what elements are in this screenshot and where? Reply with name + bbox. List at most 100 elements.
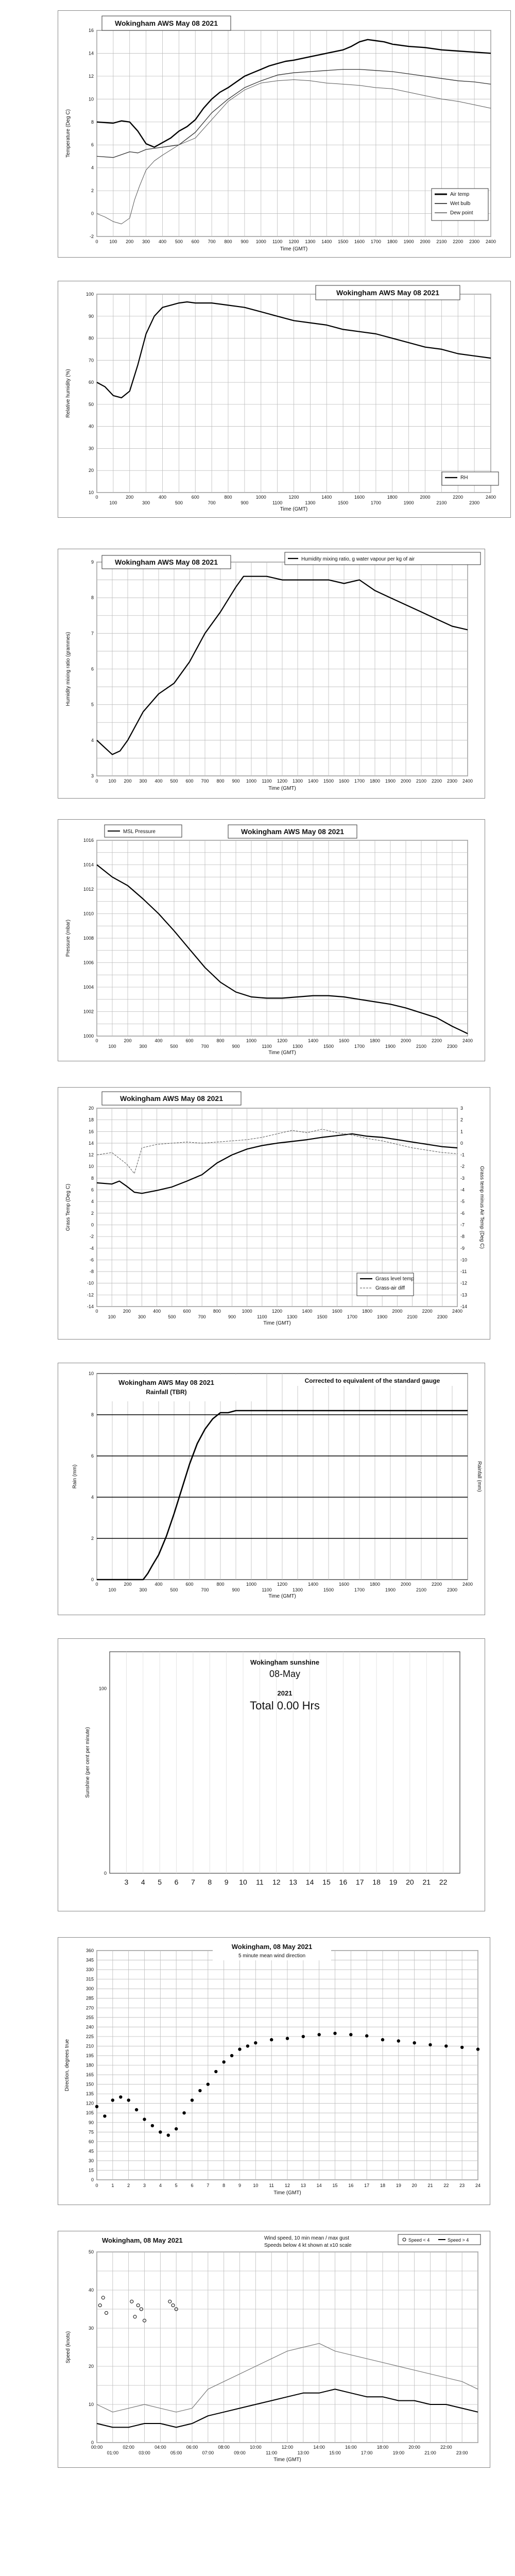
x-tick-label: 16 <box>348 2183 353 2188</box>
x-axis-label: Time (GMT) <box>280 246 308 252</box>
y-tick-label: 14 <box>89 50 94 56</box>
legend-label: Dew point <box>450 210 473 216</box>
x-tick-label: 13 <box>289 1878 297 1886</box>
x-tick-label: 08:00 <box>218 2445 230 2450</box>
x-tick-label: 7 <box>207 2183 209 2188</box>
x-tick-label: 500 <box>170 778 178 784</box>
y-tick-label: 30 <box>89 446 94 451</box>
low-speed-point <box>139 2307 143 2311</box>
legend-box <box>356 1273 414 1296</box>
x-tick-label: 0 <box>95 1309 98 1314</box>
y-tick-label: 1004 <box>83 985 94 990</box>
y-tick-label: 240 <box>86 2024 94 2029</box>
x-tick-label: 2100 <box>436 500 447 505</box>
legend-label: Speed < 4 <box>408 2238 430 2243</box>
x-tick-label: 100 <box>108 1587 116 1592</box>
series-line-max-gust <box>96 2343 478 2413</box>
chart-title-box <box>315 285 460 300</box>
wind-direction-point <box>134 2108 139 2112</box>
x-tick-label: 700 <box>208 239 216 244</box>
y2-tick-label: -12 <box>460 1281 467 1286</box>
y2-axis-label: Rainfall (mm) <box>476 1461 482 1492</box>
x-tick-label: 1600 <box>339 1582 349 1587</box>
wind-direction-point <box>349 2033 353 2037</box>
x-tick-label: 14:00 <box>313 2445 325 2450</box>
legend-label: RH <box>460 475 468 481</box>
x-tick-label: 03:00 <box>139 2450 150 2455</box>
y-tick-label: 10 <box>89 1164 94 1169</box>
y-tick-label: 1012 <box>83 887 94 892</box>
x-tick-label: 11 <box>256 1878 264 1886</box>
wind-direction-point <box>150 2124 154 2128</box>
x-tick-label: 4 <box>141 1878 145 1886</box>
x-tick-label: 2300 <box>447 778 457 784</box>
x-tick-label: 200 <box>126 495 133 500</box>
x-tick-label: 600 <box>183 1309 191 1314</box>
x-tick-label: 23:00 <box>456 2450 468 2455</box>
legend-box <box>284 552 481 565</box>
grass-temp-chart: -14-12-10-8-6-4-202468101214161820-14-13… <box>65 1091 485 1326</box>
x-axis-label: Time (GMT) <box>273 2190 301 2196</box>
x-tick-label: 17:00 <box>361 2450 373 2455</box>
legend-box <box>441 471 499 486</box>
chart-subtitle-2: Speeds below 4 kt shown at x10 scale <box>264 2243 352 2248</box>
pressure-chart: 1000 1002 1004 1006 1008 1010 1012 1014 1016 0 200… <box>65 824 473 1056</box>
y-tick-label: 5 <box>91 702 94 707</box>
wind-direction-point <box>95 2105 99 2108</box>
chart-title: Wokingham AWS May 08 2021 <box>115 19 218 27</box>
x-tick-label: 22:00 <box>440 2445 452 2450</box>
chart-subtitle: 5 minute mean wind direction <box>238 1953 305 1959</box>
legend-label: Grass level temp <box>375 1276 414 1282</box>
y-axis-label: Relative humidity (%) <box>65 369 71 417</box>
x-tick-label: 0 <box>95 1582 98 1587</box>
wind-direction-point <box>190 2098 194 2102</box>
x-tick-label: 1500 <box>338 500 348 505</box>
x-axis-label: Time (GMT) <box>268 1050 296 1056</box>
x-tick-label: 100 <box>108 778 116 784</box>
x-tick-label: 0 <box>95 239 98 244</box>
wind-direction-point <box>230 2054 234 2058</box>
x-tick-label: 500 <box>170 1587 178 1592</box>
wind-direction-point <box>198 2089 202 2093</box>
chart-title: Wokingham AWS May 08 2021 <box>118 1379 214 1386</box>
y-tick-label: 20 <box>89 2364 94 2369</box>
legend-label: Air temp <box>450 192 470 197</box>
y2-tick-label: -2 <box>460 1164 465 1169</box>
x-tick-label: 2200 <box>453 239 463 244</box>
y-tick-label: 0 <box>91 2440 94 2445</box>
x-tick-label: 600 <box>192 495 199 500</box>
x-tick-label: 200 <box>124 778 131 784</box>
x-tick-label: 1600 <box>354 239 365 244</box>
x-tick-label: 200 <box>124 1582 131 1587</box>
y-tick-label: 2 <box>91 1211 94 1216</box>
y-tick-label: 0 <box>104 1871 107 1876</box>
x-tick-label: 07:00 <box>202 2450 214 2455</box>
y-tick-label: 6 <box>91 667 94 672</box>
x-tick-label: 500 <box>175 500 183 505</box>
x-tick-label: 500 <box>170 1044 178 1049</box>
x-tick-label: 1900 <box>385 1587 396 1592</box>
x-tick-label: 19 <box>389 1878 398 1886</box>
y-tick-label: -4 <box>90 1246 94 1251</box>
x-tick-label: 900 <box>232 778 239 784</box>
y-tick-label: 1000 <box>83 1033 94 1039</box>
x-tick-label: 5 <box>158 1878 162 1886</box>
chart-title: Wokingham AWS May 08 2021 <box>241 827 344 836</box>
x-tick-label: 15 <box>332 2183 337 2188</box>
y-axis-label: Temperature (Deg C) <box>65 109 71 158</box>
x-tick-label: 8 <box>222 2183 225 2188</box>
x-tick-label: 3 <box>143 2183 146 2188</box>
x-tick-label: 3 <box>124 1878 128 1886</box>
x-tick-label: 2000 <box>401 1038 411 1043</box>
y2-tick-label: 0 <box>460 1141 463 1146</box>
wind-direction-point <box>238 2047 242 2051</box>
x-tick-label: 16 <box>339 1878 348 1886</box>
y-tick-label: -12 <box>87 1292 94 1297</box>
grass-temp-chart-panel: -14 -12 -10 -8 -6 -4 -2 0 2 4 6 8 10 12 14 16 18 20 -14 -13… <box>58 1087 490 1340</box>
x-tick-label: 1800 <box>370 1038 380 1043</box>
low-speed-point <box>171 2303 175 2308</box>
x-tick-label: 17 <box>356 1878 364 1886</box>
x-tick-label: 2300 <box>469 239 479 244</box>
y-tick-label: 100 <box>99 1686 107 1691</box>
x-tick-label: 14 <box>306 1878 314 1886</box>
